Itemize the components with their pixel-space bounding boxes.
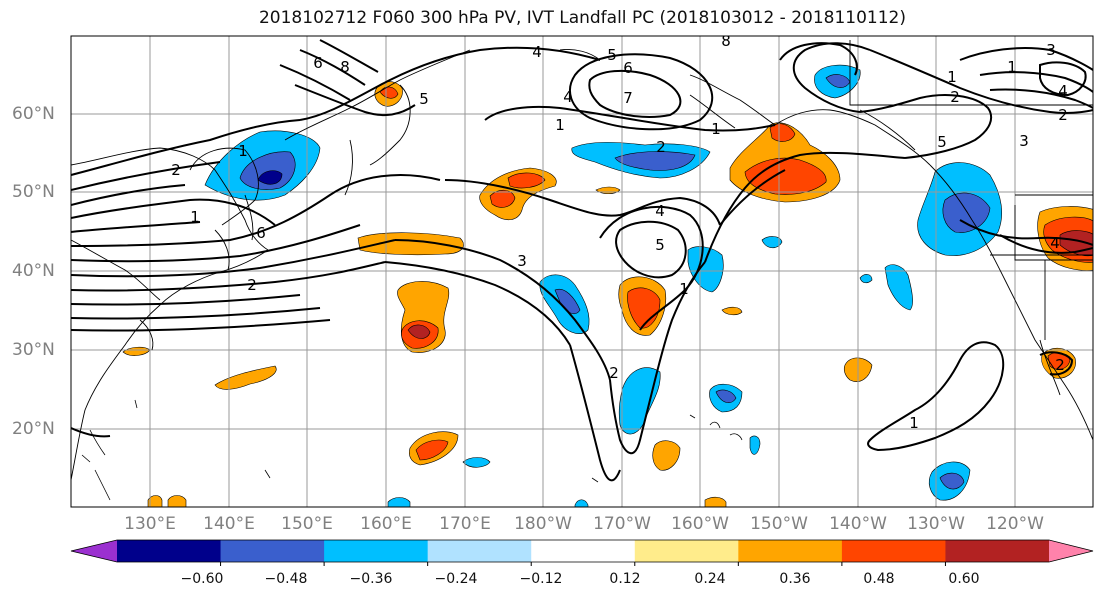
colorbar-segment	[324, 540, 429, 562]
contour-label: 2	[1058, 106, 1068, 124]
lon-label-150w: 150°W	[750, 514, 808, 534]
contour-label: 6	[313, 54, 323, 72]
coastlines	[71, 40, 1093, 481]
colorbar-segment	[531, 540, 636, 562]
map-title: 2018102712 F060 300 hPa PV, IVT Landfall…	[258, 8, 906, 28]
contour-label: 2	[1055, 356, 1065, 374]
colorbar-segment	[738, 540, 843, 562]
contour-label: 4	[1050, 234, 1060, 252]
lon-label-140w: 140°W	[829, 514, 887, 534]
contour-label: 1	[555, 116, 565, 134]
contour-label: 2	[950, 88, 960, 106]
map-frame	[70, 35, 1094, 508]
lon-label-150e: 150°E	[281, 514, 333, 534]
colorbar-segment	[427, 540, 532, 562]
colorbar-segment	[634, 540, 739, 562]
colorbar-tick-label: −0.24	[434, 571, 478, 587]
contour-label: 2	[656, 138, 666, 156]
contour-label: 2	[609, 364, 619, 382]
contour-label: 5	[607, 46, 617, 64]
contour-label: 3	[517, 252, 527, 270]
colorbar-tick-label: −0.36	[349, 571, 393, 587]
colorbar-tick-label: 0.36	[779, 571, 811, 587]
lon-label-130w: 130°W	[907, 514, 965, 534]
contour-label: 6	[256, 224, 266, 242]
contour-label: 1	[711, 120, 721, 138]
islands	[81, 399, 743, 501]
contour-label: 1	[1007, 58, 1017, 76]
colorbar-outline	[70, 539, 1094, 563]
contour-label: 1	[947, 68, 957, 86]
colorbar-segment	[841, 540, 946, 562]
lon-label-160e: 160°E	[360, 514, 412, 534]
contour-label: 4	[655, 202, 665, 220]
colorbar	[70, 539, 1094, 566]
contour-label: 3	[1046, 41, 1056, 59]
lat-label-20n: 20°N	[12, 419, 55, 439]
contour-label: 4	[532, 43, 542, 61]
contour-label: 4	[563, 88, 573, 106]
colorbar-tick-label: 0.24	[694, 571, 726, 587]
lon-label-130e: 130°E	[124, 514, 176, 534]
contour-label: 8	[340, 58, 350, 76]
lat-label-60n: 60°N	[12, 104, 55, 124]
colorbar-segment	[220, 540, 325, 562]
lon-label-120w: 120°W	[986, 514, 1044, 534]
contour-label: 4	[1058, 82, 1068, 100]
contour-label: 2	[247, 276, 257, 294]
contour-label: 1	[679, 280, 689, 298]
map-panel: 8 6 4 5 6 7 8 1 2 3 4 1 2 5 1 2 1 6 2 4 …	[71, 32, 1093, 507]
colorbar-tick-label: 0.48	[863, 571, 895, 587]
colorbar-tick-label: −0.48	[264, 571, 308, 587]
contour-label: 1	[909, 414, 919, 432]
lon-label-170w: 170°W	[593, 514, 651, 534]
colorbar-tick-label: −0.60	[180, 571, 224, 587]
colorbar-tick-label: 0.60	[948, 571, 980, 587]
colorbar-segment	[945, 540, 1050, 562]
contour-label: 3	[1019, 132, 1029, 150]
colorbar-segment	[117, 540, 222, 562]
lon-label-160w: 160°W	[671, 514, 729, 534]
lat-label-30n: 30°N	[12, 340, 55, 360]
contour-label: 8	[721, 32, 731, 50]
contour-label: 1	[190, 208, 200, 226]
lat-label-50n: 50°N	[12, 182, 55, 202]
contour-label: 5	[937, 133, 947, 151]
contour-label: 5	[655, 236, 665, 254]
colorbar-extend-max	[1049, 540, 1093, 562]
lon-label-170e: 170°E	[439, 514, 491, 534]
pv-contours	[71, 39, 1093, 482]
contour-label: 2	[171, 161, 181, 179]
contour-label: 1	[238, 142, 248, 160]
contour-label: 7	[623, 89, 633, 107]
lon-label-180w: 180°W	[514, 514, 572, 534]
contour-label: 6	[623, 59, 633, 77]
colorbar-tick-label: 0.12	[609, 571, 641, 587]
lon-label-140e: 140°E	[203, 514, 255, 534]
colorbar-tick-label: −0.12	[519, 571, 563, 587]
contour-label: 5	[419, 90, 429, 108]
lat-label-40n: 40°N	[12, 261, 55, 281]
contour-labels: 8 6 4 5 6 7 8 1 2 3 4 1 2 5 1 2 1 6 2 4 …	[171, 32, 1068, 432]
colorbar-extend-min	[71, 540, 117, 562]
graticule	[71, 36, 1093, 507]
